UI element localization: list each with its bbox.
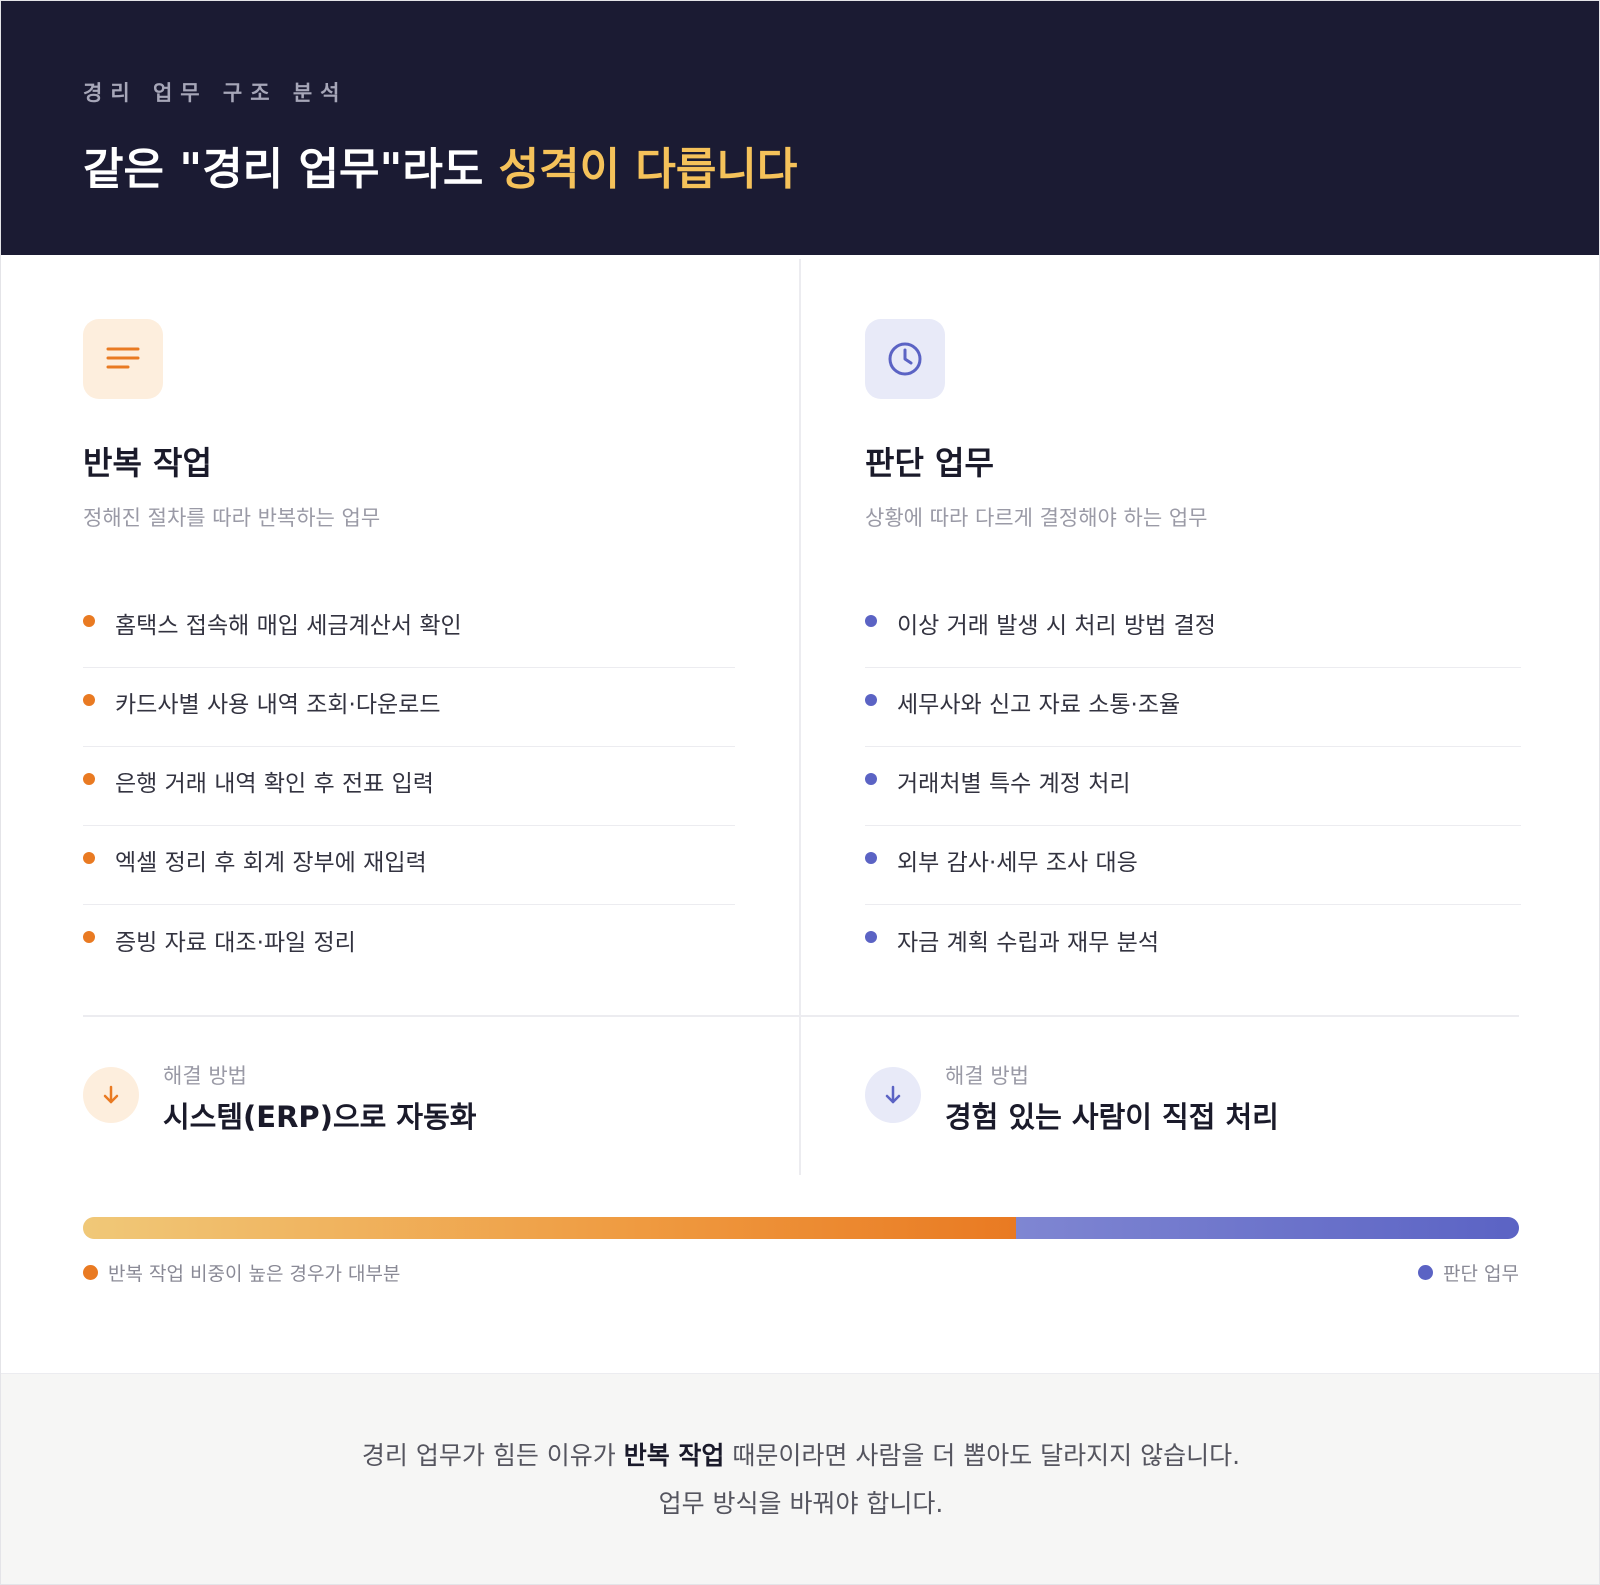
list-item-text: 홈택스 접속해 매입 세금계산서 확인: [115, 613, 462, 639]
footer-line-2: 업무 방식을 바꿔야 합니다.: [658, 1489, 944, 1518]
list-item-text: 엑셀 정리 후 회계 장부에 재입력: [115, 850, 427, 876]
bullet-dot: [865, 931, 877, 943]
bullet-dot: [83, 931, 95, 943]
list-item-text: 외부 감사·세무 조사 대응: [897, 850, 1138, 876]
solution-label: 해결 방법: [945, 1064, 1029, 1088]
list-item-text: 증빙 자료 대조·파일 정리: [115, 929, 356, 956]
list-item: 이상 거래 발생 시 처리 방법 결정: [865, 589, 1521, 668]
legend-repeat: 반복 작업 비중이 높은 경우가 대부분: [83, 1259, 400, 1286]
lines-icon: [83, 319, 163, 399]
list-item: 세무사와 신고 자료 소통·조율: [865, 668, 1521, 747]
list-item: 엑셀 정리 후 회계 장부에 재입력: [83, 826, 735, 905]
legend-judgment: 판단 업무: [1418, 1259, 1519, 1286]
headline-prefix: 같은 "경리 업무"라도: [83, 144, 499, 195]
bullet-dot: [865, 773, 877, 785]
solution-repeat-work: 해결 방법 시스템(ERP)으로 자동화: [83, 1061, 476, 1137]
eyebrow: 경리 업무 구조 분석: [83, 81, 348, 105]
list-item-text: 은행 거래 내역 확인 후 전표 입력: [115, 771, 434, 797]
footer: 경리 업무가 힘든 이유가 반복 작업 때문이라면 사람을 더 뽑아도 달라지지…: [1, 1373, 1599, 1584]
list-item-text: 카드사별 사용 내역 조회·다운로드: [115, 692, 441, 718]
footer-line-1: 경리 업무가 힘든 이유가 반복 작업 때문이라면 사람을 더 뽑아도 달라지지…: [1, 1436, 1599, 1472]
column-repeat-work: 반복 작업 정해진 절차를 따라 반복하는 업무 홈택스 접속해 매입 세금계산…: [83, 319, 743, 956]
header: 경리 업무 구조 분석 같은 "경리 업무"라도 성격이 다릅니다: [1, 1, 1599, 255]
list-item: 은행 거래 내역 확인 후 전표 입력: [83, 747, 735, 826]
arrow-down-icon: [865, 1067, 921, 1123]
task-list: 이상 거래 발생 시 처리 방법 결정 세무사와 신고 자료 소통·조율 거래처…: [865, 589, 1521, 984]
bullet-dot: [865, 694, 877, 706]
ratio-bar-judgment-segment: [1016, 1217, 1519, 1239]
list-item: 거래처별 특수 계정 처리: [865, 747, 1521, 826]
solution-value: 경험 있는 사람이 직접 처리: [945, 1100, 1279, 1134]
list-item-text: 거래처별 특수 계정 처리: [897, 771, 1131, 797]
list-item-text: 세무사와 신고 자료 소통·조율: [897, 692, 1181, 718]
solution-text: 해결 방법 경험 있는 사람이 직접 처리: [945, 1061, 1279, 1137]
legend-dot: [83, 1265, 98, 1280]
column-title: 판단 업무: [865, 444, 994, 482]
headline-accent: 성격이 다릅니다: [498, 144, 798, 195]
footer-text: 때문이라면 사람을 더 뽑아도 달라지지 않습니다.: [724, 1441, 1241, 1470]
bullet-dot: [83, 615, 95, 627]
bullet-dot: [83, 852, 95, 864]
bullet-dot: [83, 773, 95, 785]
legend-dot: [1418, 1265, 1434, 1280]
ratio-bar: [83, 1217, 1519, 1239]
bullet-dot: [865, 852, 877, 864]
solution-judgment-work: 해결 방법 경험 있는 사람이 직접 처리: [865, 1061, 1279, 1137]
headline: 같은 "경리 업무"라도 성격이 다릅니다: [83, 133, 797, 197]
column-title: 반복 작업: [83, 444, 212, 482]
footer-emphasis: 반복 작업: [623, 1441, 725, 1470]
column-judgment-work: 판단 업무 상황에 따라 다르게 결정해야 하는 업무 이상 거래 발생 시 처…: [865, 319, 1525, 956]
list-item-text: 이상 거래 발생 시 처리 방법 결정: [897, 613, 1216, 639]
legend-repeat-label: 반복 작업 비중이 높은 경우가 대부분: [108, 1263, 401, 1285]
footer-text: 경리 업무가 힘든 이유가: [361, 1441, 624, 1470]
arrow-down-icon: [83, 1067, 139, 1123]
ratio-bar-repeat-segment: [83, 1217, 1016, 1239]
column-subtitle: 상황에 따라 다르게 결정해야 하는 업무: [865, 506, 1208, 530]
solution-text: 해결 방법 시스템(ERP)으로 자동화: [163, 1061, 476, 1137]
column-divider: [799, 259, 801, 1175]
task-list: 홈택스 접속해 매입 세금계산서 확인 카드사별 사용 내역 조회·다운로드 은…: [83, 589, 735, 984]
list-item: 외부 감사·세무 조사 대응: [865, 826, 1521, 905]
solution-label: 해결 방법: [163, 1064, 247, 1088]
list-item: 증빙 자료 대조·파일 정리: [83, 905, 735, 984]
clock-icon: [865, 319, 945, 399]
list-item: 카드사별 사용 내역 조회·다운로드: [83, 668, 735, 747]
list-item: 홈택스 접속해 매입 세금계산서 확인: [83, 589, 735, 668]
bullet-dot: [865, 615, 877, 627]
list-item: 자금 계획 수립과 재무 분석: [865, 905, 1521, 984]
bullet-dot: [83, 694, 95, 706]
section-divider: [83, 1015, 1519, 1017]
legend-judgment-label: 판단 업무: [1443, 1263, 1519, 1285]
list-item-text: 자금 계획 수립과 재무 분석: [897, 929, 1160, 956]
column-subtitle: 정해진 절차를 따라 반복하는 업무: [83, 506, 381, 530]
solution-value: 시스템(ERP)으로 자동화: [163, 1100, 477, 1134]
